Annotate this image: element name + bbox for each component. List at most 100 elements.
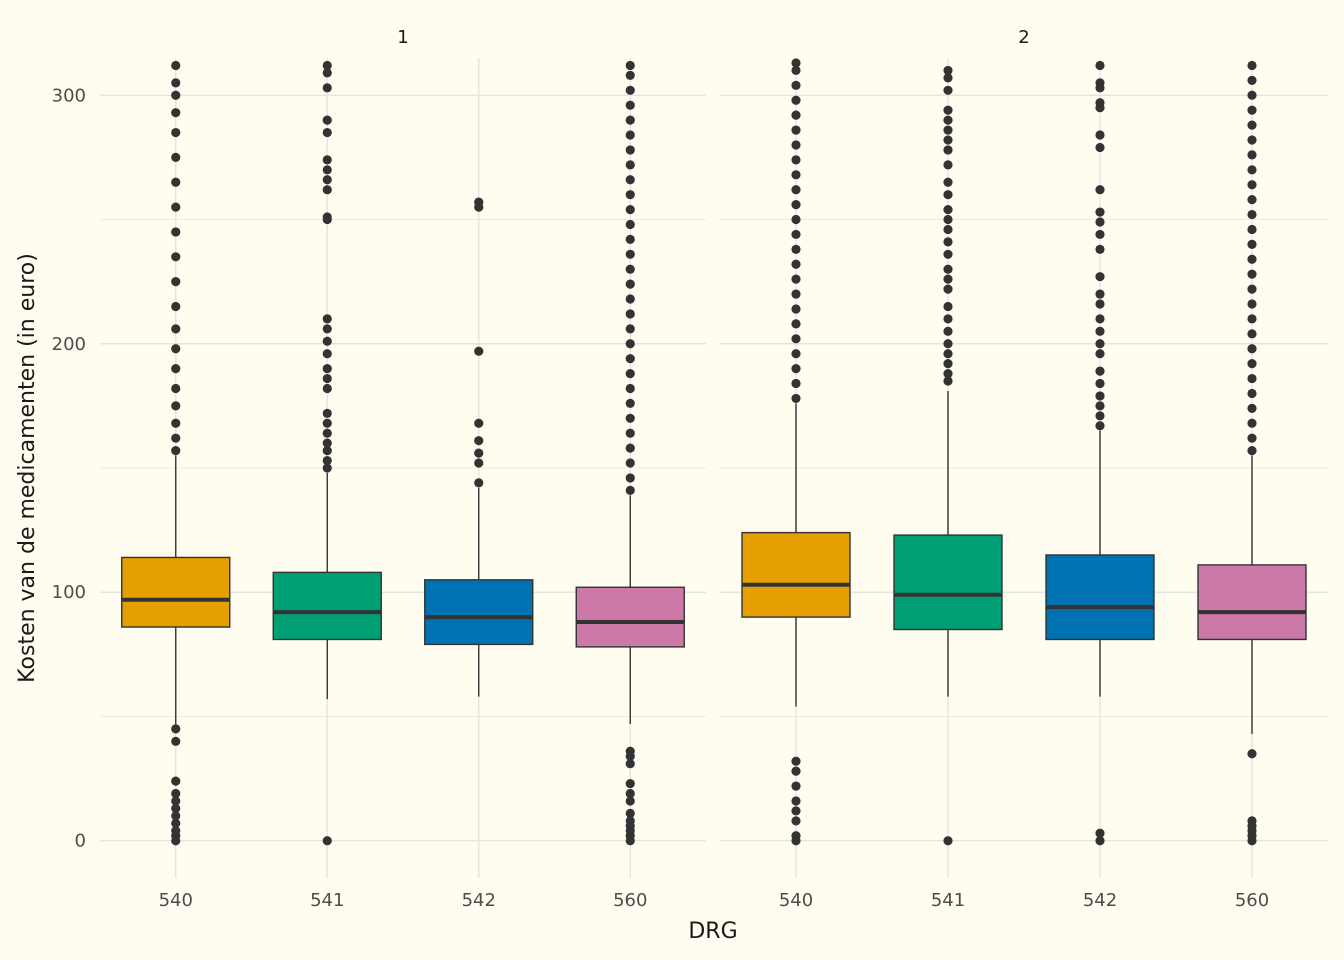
outlier-point xyxy=(1247,239,1257,249)
outlier-point xyxy=(322,314,332,324)
outlier-point xyxy=(791,200,801,210)
outlier-point xyxy=(1095,349,1105,359)
outlier-point xyxy=(1247,105,1257,115)
outlier-point xyxy=(625,70,635,80)
outlier-point xyxy=(171,803,181,814)
outlier-point xyxy=(625,816,635,826)
outlier-point xyxy=(943,204,953,215)
outlier-point xyxy=(1247,209,1257,220)
outlier-point xyxy=(791,80,801,90)
box-iqr xyxy=(1197,564,1307,641)
outlier-point xyxy=(791,393,801,404)
outlier-point xyxy=(943,125,953,135)
x-axis-title: DRG xyxy=(688,919,737,944)
box-series xyxy=(121,58,1307,846)
y-tick-label: 0 xyxy=(75,831,86,852)
outlier-point xyxy=(1247,195,1257,205)
outlier-point xyxy=(625,339,635,349)
x-tick-label: 541 xyxy=(931,890,965,911)
outlier-point xyxy=(1095,421,1105,431)
outlier-point xyxy=(791,155,801,165)
outlier-point xyxy=(171,776,181,786)
outlier-point xyxy=(625,115,635,125)
box-540 xyxy=(121,60,231,846)
outlier-point xyxy=(322,836,332,846)
outlier-point xyxy=(474,448,484,458)
outlier-point xyxy=(1095,836,1105,846)
outlier-point xyxy=(791,259,801,269)
outlier-point xyxy=(1095,217,1105,227)
outlier-point xyxy=(1247,403,1257,413)
outlier-point xyxy=(791,349,801,359)
outlier-point xyxy=(322,428,332,438)
outlier-point xyxy=(1247,418,1257,428)
outlier-point xyxy=(943,145,953,155)
outlier-point xyxy=(1247,75,1257,85)
outlier-point xyxy=(791,140,801,150)
outlier-point xyxy=(943,85,953,95)
x-tick-label: 540 xyxy=(159,890,193,911)
outlier-point xyxy=(474,346,484,356)
outlier-point xyxy=(1247,373,1257,384)
outlier-point xyxy=(322,324,332,334)
outlier-point xyxy=(791,110,801,120)
outlier-point xyxy=(625,85,635,95)
outlier-point xyxy=(1247,816,1257,826)
outlier-point xyxy=(1095,411,1105,421)
outlier-point xyxy=(1095,828,1105,838)
outlier-point xyxy=(791,95,801,105)
outlier-point xyxy=(791,170,801,180)
outlier-point xyxy=(171,364,181,374)
outlier-point xyxy=(943,190,953,200)
outlier-point xyxy=(791,244,801,254)
box-iqr xyxy=(893,534,1003,631)
outlier-point xyxy=(1247,446,1257,456)
x-tick-label: 541 xyxy=(310,890,344,911)
outlier-point xyxy=(625,413,635,423)
outlier-point xyxy=(171,127,181,138)
outlier-point xyxy=(791,816,801,826)
y-axis-title: Kosten van de medicamenten (in euro) xyxy=(15,253,40,683)
x-tick-label: 560 xyxy=(613,890,647,911)
outlier-point xyxy=(171,796,181,806)
outlier-point xyxy=(322,155,332,165)
outlier-point xyxy=(625,190,635,200)
outlier-point xyxy=(322,68,332,78)
outlier-point xyxy=(943,65,953,76)
box-iqr xyxy=(575,586,685,648)
outlier-point xyxy=(171,818,181,828)
outlier-point xyxy=(943,177,953,187)
outlier-point xyxy=(322,185,332,195)
outlier-point xyxy=(322,165,332,175)
outlier-point xyxy=(171,252,181,262)
outlier-point xyxy=(625,788,635,799)
outlier-point xyxy=(791,756,801,766)
outlier-point xyxy=(1095,98,1105,108)
outlier-point xyxy=(943,105,953,115)
outlier-point xyxy=(171,60,181,71)
outlier-point xyxy=(1095,299,1105,309)
outlier-point xyxy=(791,831,801,841)
outlier-point xyxy=(474,436,484,446)
outlier-point xyxy=(1095,185,1105,195)
outlier-point xyxy=(791,766,801,776)
outlier-point xyxy=(322,349,332,359)
outlier-point xyxy=(474,418,484,428)
outlier-point xyxy=(1095,244,1105,254)
outlier-point xyxy=(943,115,953,125)
outlier-point xyxy=(171,177,181,187)
outlier-point xyxy=(1247,135,1257,145)
outlier-point xyxy=(1247,90,1257,100)
outlier-point xyxy=(474,458,484,468)
outlier-point xyxy=(625,383,635,394)
outlier-point xyxy=(1247,314,1257,324)
outlier-point xyxy=(943,301,953,312)
outlier-point xyxy=(322,463,332,473)
box-iqr xyxy=(121,556,231,628)
y-axis: 0 100 200 300 xyxy=(52,85,86,851)
outlier-point xyxy=(943,339,953,349)
outlier-point xyxy=(943,376,953,386)
facet-label: 2 xyxy=(1018,27,1029,48)
